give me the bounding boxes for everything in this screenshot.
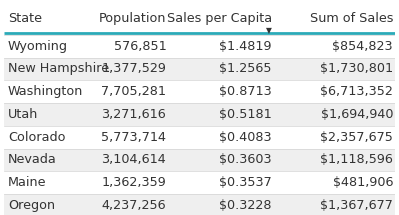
Text: Colorado: Colorado — [8, 131, 65, 144]
Text: $481,906: $481,906 — [332, 176, 393, 189]
Text: 4,237,256: 4,237,256 — [102, 199, 166, 212]
Text: Oregon: Oregon — [8, 199, 55, 212]
Text: $0.3537: $0.3537 — [219, 176, 272, 189]
Text: $0.5181: $0.5181 — [219, 108, 272, 121]
Text: $1,367,677: $1,367,677 — [320, 199, 393, 212]
Text: $1,730,801: $1,730,801 — [320, 62, 393, 75]
Text: Nevada: Nevada — [8, 154, 57, 166]
Text: $1,118,596: $1,118,596 — [320, 154, 393, 166]
Text: $0.4083: $0.4083 — [219, 131, 272, 144]
Text: Washington: Washington — [8, 85, 83, 98]
Text: $1.2565: $1.2565 — [219, 62, 272, 75]
Text: $0.3603: $0.3603 — [219, 154, 272, 166]
Text: 5,773,714: 5,773,714 — [101, 131, 166, 144]
Text: $854,823: $854,823 — [332, 40, 393, 53]
Text: 576,851: 576,851 — [113, 40, 166, 53]
Text: 3,104,614: 3,104,614 — [101, 154, 166, 166]
Text: ▼: ▼ — [266, 26, 272, 35]
Text: New Hampshire: New Hampshire — [8, 62, 109, 75]
Bar — [4, 171, 395, 194]
Bar — [4, 103, 395, 126]
Text: Maine: Maine — [8, 176, 46, 189]
Text: Utah: Utah — [8, 108, 38, 121]
Text: $1,694,940: $1,694,940 — [320, 108, 393, 121]
Text: $1.4819: $1.4819 — [219, 40, 272, 53]
Text: $2,357,675: $2,357,675 — [320, 131, 393, 144]
Text: Wyoming: Wyoming — [8, 40, 68, 53]
Bar — [4, 35, 395, 58]
Bar — [4, 126, 395, 149]
Text: State: State — [8, 12, 42, 25]
Text: $6,713,352: $6,713,352 — [320, 85, 393, 98]
Bar — [4, 80, 395, 103]
Bar — [4, 149, 395, 171]
Text: 7,705,281: 7,705,281 — [101, 85, 166, 98]
Text: Population: Population — [99, 12, 166, 25]
Text: 3,271,616: 3,271,616 — [101, 108, 166, 121]
Bar — [4, 194, 395, 215]
Text: $0.3228: $0.3228 — [219, 199, 272, 212]
Text: $0.8713: $0.8713 — [219, 85, 272, 98]
Text: 1,362,359: 1,362,359 — [101, 176, 166, 189]
Text: Sum of Sales: Sum of Sales — [310, 12, 393, 25]
Bar — [4, 58, 395, 80]
Text: Sales per Capita: Sales per Capita — [167, 12, 272, 25]
Text: 1,377,529: 1,377,529 — [101, 62, 166, 75]
